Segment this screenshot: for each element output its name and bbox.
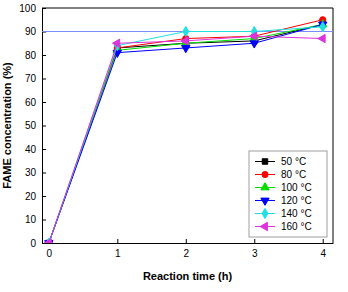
legend-marker: [262, 159, 267, 164]
tick: 40: [25, 144, 46, 155]
tick-label: 30: [25, 167, 37, 178]
marker: [44, 239, 51, 243]
tick-label: 0: [30, 238, 36, 249]
legend-marker: [261, 198, 269, 205]
series-line: [49, 24, 323, 243]
legend-marker: [260, 222, 267, 230]
marker: [113, 39, 120, 47]
legend-label: 120 °C: [281, 195, 312, 206]
series-line: [49, 20, 323, 243]
tick-mark: [42, 149, 46, 150]
tick-label: 4: [320, 248, 326, 259]
legend-label: 140 °C: [281, 208, 312, 219]
tick: 60: [25, 97, 46, 108]
tick-mark: [42, 196, 46, 197]
marker: [183, 26, 189, 36]
chart: 01234010203040506070809010050 °C80 °C100…: [0, 0, 348, 292]
y-axis: 0 10 20 30 40 50 60 70 80 90 100: [19, 3, 46, 249]
tick-label: 50: [25, 120, 37, 131]
x-axis-title: Reaction time (h): [143, 270, 233, 282]
tick-mark: [42, 79, 46, 80]
tick: 100: [19, 3, 46, 14]
tick-mark: [42, 173, 46, 174]
legend-label: 80 °C: [281, 169, 306, 180]
tick-label: 70: [25, 73, 37, 84]
y-axis-title: FAME concentration (%): [1, 62, 13, 189]
marker: [250, 41, 258, 48]
legend-box: [249, 151, 327, 237]
tick-label: 0: [47, 248, 53, 259]
legend-marker: [261, 183, 269, 190]
frame: [42, 8, 333, 9]
tick: 10: [25, 214, 46, 225]
tick-mark: [42, 102, 46, 103]
frame: [333, 8, 334, 243]
tick-label: 100: [19, 3, 36, 14]
marker: [320, 22, 326, 32]
tick-mark: [323, 239, 324, 243]
tick-label: 20: [25, 191, 37, 202]
tick-label: 3: [252, 248, 258, 259]
tick: 1: [115, 239, 121, 259]
tick-mark: [117, 239, 118, 243]
tick: 2: [184, 239, 190, 259]
marker: [182, 46, 190, 53]
tick: 20: [25, 191, 46, 202]
tick-label: 10: [25, 214, 37, 225]
tick: 70: [25, 73, 46, 84]
tick-mark: [42, 220, 46, 221]
series-line: [49, 27, 323, 243]
legend: 50 °C 80 °C 100 °C 120 °C 140 °C 160 °C: [249, 151, 327, 237]
tick-label: 1: [115, 248, 121, 259]
marker: [318, 34, 325, 42]
marker: [181, 37, 188, 45]
tick-mark: [42, 243, 46, 244]
tick-label: 2: [184, 248, 190, 259]
tick-mark: [186, 239, 187, 243]
tick: 0: [30, 238, 46, 249]
series-line: [49, 24, 323, 243]
plot: 01234010203040506070809010050 °C80 °C100…: [19, 3, 333, 259]
tick: 4: [320, 239, 326, 259]
tick-mark: [42, 55, 46, 56]
tick: 30: [25, 167, 46, 178]
series-line: [49, 24, 323, 243]
x-axis: 0 1 2 3 4: [43, 239, 334, 259]
series-line: [49, 36, 323, 243]
tick-label: 60: [25, 97, 37, 108]
legend-label: 50 °C: [281, 156, 306, 167]
tick-label: 80: [25, 50, 37, 61]
tick: 80: [25, 50, 46, 61]
legend-label: 100 °C: [281, 182, 312, 193]
tick: 50: [25, 120, 46, 131]
tick-mark: [254, 239, 255, 243]
legend-marker: [262, 208, 268, 218]
tick-label: 40: [25, 144, 37, 155]
data-area: [42, 17, 333, 243]
axis-line: [43, 243, 334, 244]
legend-marker: [262, 171, 268, 177]
marker: [249, 32, 256, 40]
tick-label: 90: [25, 26, 37, 37]
legend-label: 160 °C: [281, 221, 312, 232]
tick-mark: [42, 126, 46, 127]
tick: 3: [252, 239, 258, 259]
